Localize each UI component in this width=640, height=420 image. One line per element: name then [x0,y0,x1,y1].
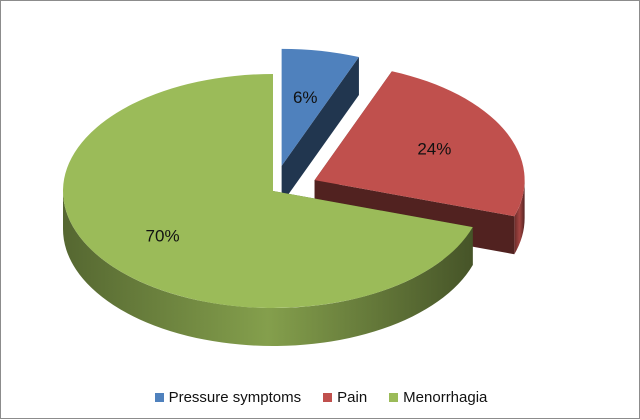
legend-swatch-pressure-symptoms [154,393,164,402]
legend-item-pain: Pain [323,389,367,406]
legend-item-pressure-symptoms: Pressure symptoms [154,389,302,406]
legend-label-pressure-symptoms: Pressure symptoms [168,389,302,406]
legend-swatch-menorrhagia [389,393,399,402]
pie-slice-side-pain [514,180,525,255]
data-label-pain: 24% [417,140,451,159]
legend-swatch-pain [323,393,333,402]
legend-item-menorrhagia: Menorrhagia [389,389,487,406]
pie-slice-menorrhagia [63,74,473,347]
pie-slice-top-menorrhagia [63,74,473,308]
legend-label-menorrhagia: Menorrhagia [403,389,488,406]
pie-slice-top-pressure-symptoms [281,48,359,166]
pie-slice-top-pain [314,71,525,217]
pie-slice-pressure-symptoms [281,48,359,204]
pie-slice-cut-face-pressure-symptoms [281,57,359,204]
data-label-menorrhagia: 70% [146,227,180,246]
pie-slice-side-menorrhagia [63,191,473,347]
legend: Pressure symptoms Pain Menorrhagia [1,389,640,406]
data-label-pressure-symptoms: 6% [293,88,318,107]
legend-label-pain: Pain [337,389,368,406]
